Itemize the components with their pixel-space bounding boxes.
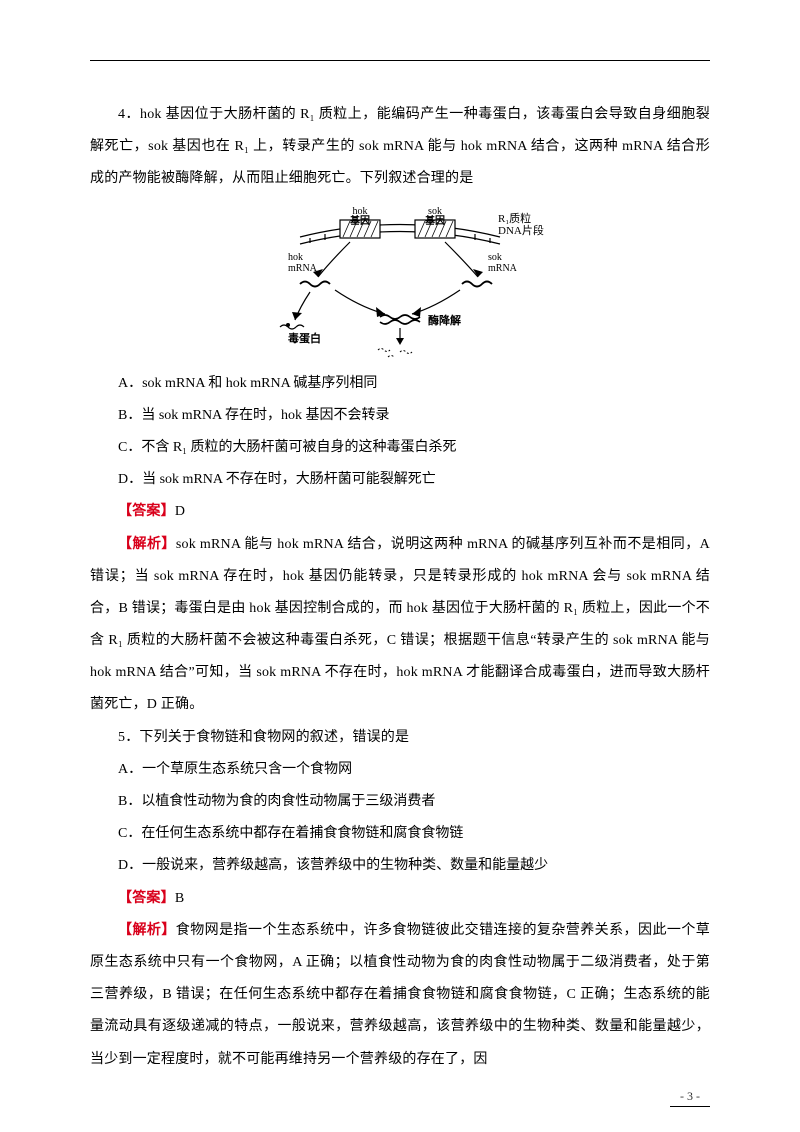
dna-segment: [300, 224, 500, 244]
arrow-hok-mrna: [318, 242, 350, 277]
hok-mrna-wave: [300, 281, 330, 286]
q4-answer-label: 【答案】: [118, 504, 175, 519]
q4-option-a: A．sok mRNA 和 hok mRNA 碱基序列相同: [90, 368, 710, 400]
q4-option-b: B．当 sok mRNA 存在时，hok 基因不会转录: [90, 400, 710, 432]
arrow-sok-mrna: [445, 242, 478, 277]
hok-gene-label: hok基因: [349, 206, 370, 227]
q5-answer-line: 【答案】B: [90, 883, 710, 915]
q4-explain-text: sok mRNA 能与 hok mRNA 结合，说明这两种 mRNA 的碱基序列…: [90, 537, 710, 713]
arrowhead-4: [412, 307, 421, 317]
q5-option-d: D．一般说来，营养级越高，该营养级中的生物种类、数量和能量越少: [90, 850, 710, 882]
q4-stem: 4．hok 基因位于大肠杆菌的 R₁ 质粒上，能编码产生一种毒蛋白，该毒蛋白会导…: [90, 99, 710, 196]
sok-mrna-wave: [462, 281, 492, 286]
r1-label: R₁质粒DNA片段: [498, 211, 544, 237]
arrowhead-6: [396, 338, 404, 345]
q5-option-c: C．在任何生态系统中都存在着捕食食物链和腐食食物链: [90, 818, 710, 850]
q4-figure: hok基因 sok基因 R₁质粒DNA片段 hokmRNA sokmRNA: [90, 202, 710, 362]
hok-mrna-label: hokmRNA: [288, 252, 318, 274]
q4-option-c: C．不含 R₁ 质粒的大肠杆菌可被自身的这种毒蛋白杀死: [90, 432, 710, 464]
sok-mrna-label: sokmRNA: [488, 252, 518, 274]
q5-answer-label: 【答案】: [118, 891, 175, 906]
degrade-1: [378, 348, 390, 351]
q5-answer-value: B: [175, 891, 185, 906]
combined-wave-bot: [380, 320, 420, 324]
q5-option-b: B．以植食性动物为食的肉食性动物属于三级消费者: [90, 786, 710, 818]
toxin-dot: [286, 323, 290, 327]
enzyme-label: 酶降解: [428, 313, 461, 327]
q4-answer-value: D: [175, 504, 185, 519]
toxin-wave: [280, 325, 304, 329]
page-number: - 3 -: [670, 1089, 710, 1107]
combined-wave-top: [380, 315, 420, 319]
degrade-3: [388, 355, 394, 357]
q5-option-a: A．一个草原生态系统只含一个食物网: [90, 754, 710, 786]
q5-explanation: 【解析】食物网是指一个生态系统中，许多食物链彼此交错连接的复杂营养关系，因此一个…: [90, 915, 710, 1076]
sok-gene-label: sok基因: [424, 206, 445, 227]
top-horizontal-rule: [90, 60, 710, 61]
q5-explain-label: 【解析】: [118, 923, 176, 938]
toxin-label: 毒蛋白: [288, 331, 321, 345]
arrowhead-5: [292, 312, 302, 320]
q4-explanation: 【解析】sok mRNA 能与 hok mRNA 结合，说明这两种 mRNA 的…: [90, 529, 710, 722]
q4-option-d: D．当 sok mRNA 不存在时，大肠杆菌可能裂解死亡: [90, 464, 710, 496]
degrade-2: [400, 350, 412, 353]
q4-explain-label: 【解析】: [118, 537, 176, 552]
q4-answer-line: 【答案】D: [90, 496, 710, 528]
q5-explain-text: 食物网是指一个生态系统中，许多食物链彼此交错连接的复杂营养关系，因此一个草原生态…: [90, 923, 710, 1067]
plasmid-diagram-svg: hok基因 sok基因 R₁质粒DNA片段 hokmRNA sokmRNA: [240, 202, 560, 362]
page-container: 4．hok 基因位于大肠杆菌的 R₁ 质粒上，能编码产生一种毒蛋白，该毒蛋白会导…: [0, 0, 800, 1132]
q5-stem: 5．下列关于食物链和食物网的叙述，错误的是: [90, 722, 710, 754]
